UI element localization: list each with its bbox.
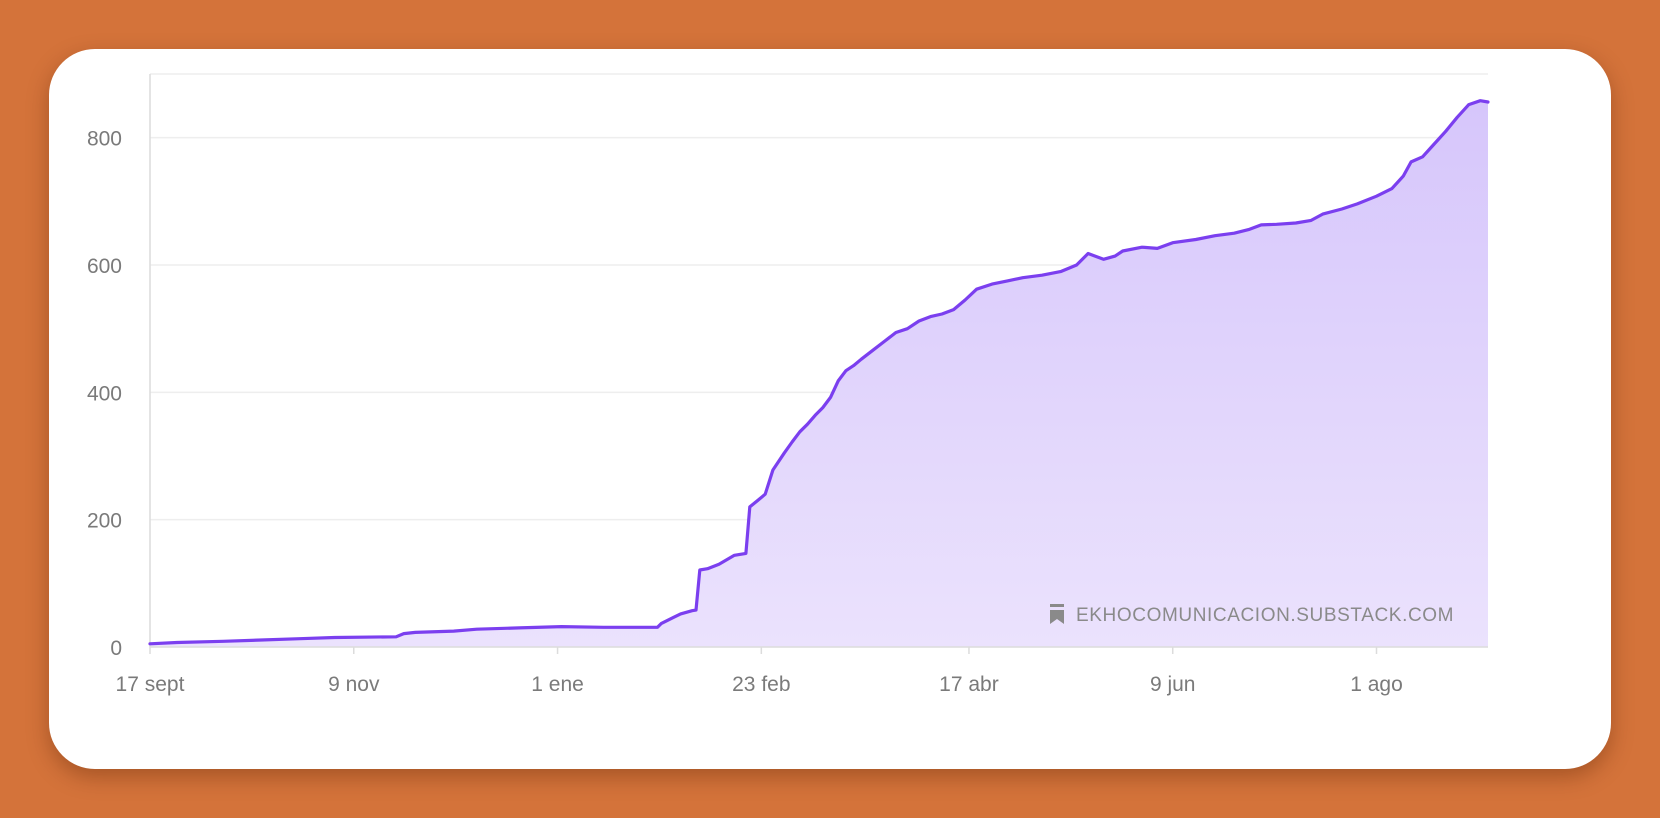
x-tick-label: 23 feb xyxy=(732,673,790,696)
x-tick-label: 17 sept xyxy=(116,673,185,696)
y-tick-label: 0 xyxy=(110,637,122,660)
x-tick-label: 1 ene xyxy=(531,673,584,696)
substack-watermark: EKHOCOMUNICACION.SUBSTACK.COM xyxy=(1050,604,1454,626)
x-tick-label: 1 ago xyxy=(1350,673,1403,696)
series-area xyxy=(150,100,1488,647)
x-tick-label: 9 nov xyxy=(328,673,380,696)
y-tick-label: 400 xyxy=(87,382,122,405)
bookmark-icon xyxy=(1050,604,1064,624)
x-tick-label: 9 jun xyxy=(1150,673,1196,696)
watermark-text: EKHOCOMUNICACION.SUBSTACK.COM xyxy=(1076,605,1454,626)
chart-card: 0 200 400 600 800 17 sept 9 nov 1 ene 23 feb 17 … xyxy=(49,49,1611,769)
y-tick-label: 600 xyxy=(87,255,122,278)
x-axis-labels: 17 sept 9 nov 1 ene 23 feb 17 abr 9 jun 1 ago xyxy=(116,673,1403,696)
y-tick-label: 800 xyxy=(87,128,122,151)
series-line xyxy=(148,99,1490,646)
y-axis-labels: 0 200 400 600 800 xyxy=(87,128,122,660)
x-tick-label: 17 abr xyxy=(939,673,999,696)
x-axis-ticks xyxy=(149,647,1378,654)
y-tick-label: 200 xyxy=(87,510,122,533)
